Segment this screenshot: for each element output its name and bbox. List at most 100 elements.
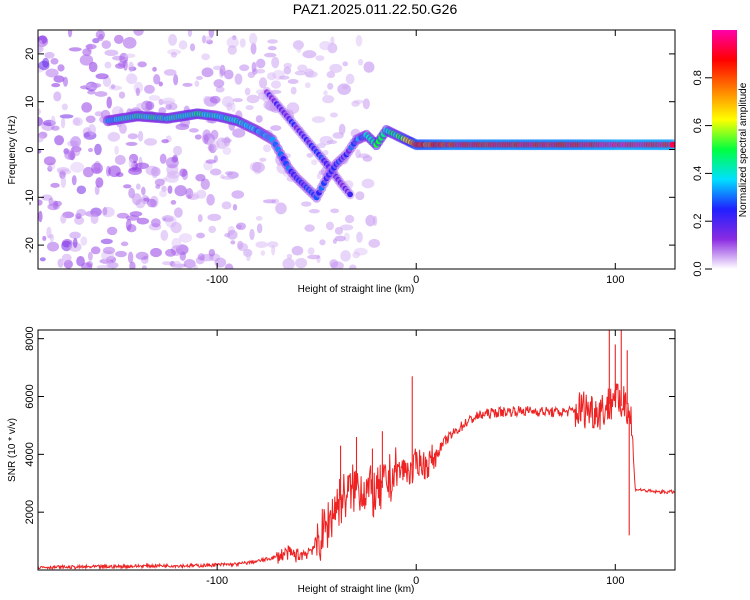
heatmap-noise-cell [246, 94, 260, 104]
heatmap-noise-cell [296, 46, 302, 53]
heatmap-noise-cell [79, 54, 94, 66]
heatmap-noise-cell [96, 264, 111, 269]
heatmap-noise-cell [201, 53, 210, 61]
heatmap-noise-cell [85, 115, 96, 124]
heatmap-noise-cell [223, 69, 234, 80]
heatmap-noise-cell [38, 134, 44, 143]
snr-y-ticks: 2000 4000 6000 8000 [24, 326, 675, 524]
heatmap-noise-cell [96, 181, 102, 186]
heatmap-noise-cell [201, 67, 214, 78]
heatmap-noise-cell [161, 97, 176, 105]
heatmap-noise-cell [208, 30, 215, 39]
heatmap-cells [38, 30, 675, 269]
heatmap-noise-cell [334, 235, 346, 242]
heatmap-noise-cell [136, 102, 146, 109]
heatmap-noise-cell [232, 204, 238, 211]
heatmap-noise-cell [94, 91, 108, 97]
spectrogram-x-label: Height of straight line (km) [298, 284, 415, 295]
heatmap-noise-cell [325, 221, 334, 231]
x-tick-label: 0 [413, 274, 419, 286]
y-tick-label: 0 [24, 146, 36, 152]
heatmap-noise-cell [160, 229, 169, 241]
heatmap-noise-cell [150, 247, 162, 258]
heatmap-noise-cell [271, 244, 276, 256]
heatmap-noise-cell [315, 55, 325, 61]
heatmap-noise-cell [72, 237, 78, 249]
heatmap-noise-cell [158, 107, 167, 115]
heatmap-noise-cell [123, 59, 128, 71]
heatmap-noise-cell [141, 100, 153, 112]
heatmap-noise-cell [247, 71, 256, 79]
heatmap-noise-cell [255, 216, 263, 221]
heatmap-noise-cell [232, 128, 246, 138]
heatmap-noise-cell [286, 102, 300, 114]
heatmap-noise-cell [202, 129, 211, 142]
x-tick-label: 100 [606, 274, 624, 286]
heatmap-noise-cell [316, 173, 322, 180]
heatmap-noise-cell [141, 265, 147, 269]
heatmap-noise-cell [262, 199, 277, 204]
colorbar-label: Normalized spectral amplitude [738, 82, 749, 217]
x-tick-label: 100 [606, 575, 624, 587]
heatmap-noise-cell [106, 96, 112, 109]
heatmap-noise-cell [90, 82, 102, 88]
heatmap-noise-cell [252, 161, 265, 173]
heatmap-noise-cell [76, 208, 87, 217]
colorbar-tick-label: 0.8 [692, 70, 704, 85]
heatmap-noise-cell [195, 173, 206, 182]
heatmap-noise-cell [70, 151, 75, 161]
heatmap-noise-cell [187, 30, 193, 37]
heatmap-noise-cell [53, 91, 62, 102]
heatmap-noise-cell [113, 34, 124, 44]
heatmap-noise-cell [107, 131, 121, 142]
heatmap-noise-cell [108, 165, 121, 178]
heatmap-noise-cell [255, 241, 268, 248]
heatmap-noise-cell [278, 75, 290, 80]
heatmap-noise-cell [53, 75, 65, 83]
heatmap-noise-cell [213, 79, 225, 88]
heatmap-noise-cell [104, 49, 119, 57]
heatmap-noise-cell [94, 143, 102, 156]
heatmap-noise-cell [319, 40, 332, 51]
heatmap-noise-cell [190, 192, 199, 198]
heatmap-noise-cell [174, 185, 187, 197]
heatmap-noise-cell [172, 260, 182, 269]
y-tick-label: 20 [24, 48, 36, 60]
heatmap-noise-cell [124, 53, 136, 58]
heatmap-noise-cell [267, 39, 278, 44]
heatmap-noise-cell [345, 73, 355, 85]
y-tick-label: 6000 [24, 384, 36, 408]
heatmap-noise-cell [51, 82, 61, 88]
heatmap-noise-cell [271, 56, 280, 69]
heatmap-noise-cell [165, 248, 177, 257]
heatmap-noise-cell [202, 35, 207, 44]
heatmap-noise-cell [137, 130, 144, 142]
heatmap-noise-cell [88, 61, 98, 73]
heatmap-noise-cell [275, 202, 287, 215]
heatmap-noise-cell [82, 166, 94, 178]
heatmap-noise-cell [163, 69, 177, 76]
snr-panel: -100 0 100 2000 4000 6000 8000 Height of stra… [7, 326, 676, 595]
heatmap-noise-cell [162, 261, 172, 266]
heatmap-noise-cell [70, 161, 85, 173]
heatmap-noise-cell [137, 61, 147, 68]
heatmap-noise-cell [365, 214, 376, 227]
heatmap-noise-cell [175, 123, 190, 131]
heatmap-noise-cell [342, 61, 348, 67]
colorbar: 0.0 0.2 0.4 0.6 0.8 Normalized spectral ampl… [692, 30, 749, 277]
heatmap-noise-cell [173, 145, 183, 156]
heatmap-noise-cell [222, 146, 232, 155]
heatmap-noise-cell [194, 134, 202, 140]
snr-y-label: SNR (10 * v/v) [7, 418, 18, 482]
heatmap-noise-cell [305, 70, 318, 78]
heatmap-noise-cell [307, 254, 321, 260]
heatmap-noise-cell [205, 159, 216, 164]
colorbar-scale [712, 30, 737, 269]
heatmap-noise-cell [73, 145, 81, 157]
heatmap-noise-cell [236, 222, 247, 231]
heatmap-noise-cell [43, 156, 56, 166]
heatmap-noise-cell [215, 86, 225, 93]
heatmap-noise-cell [216, 137, 228, 149]
heatmap-noise-cell [208, 248, 216, 257]
